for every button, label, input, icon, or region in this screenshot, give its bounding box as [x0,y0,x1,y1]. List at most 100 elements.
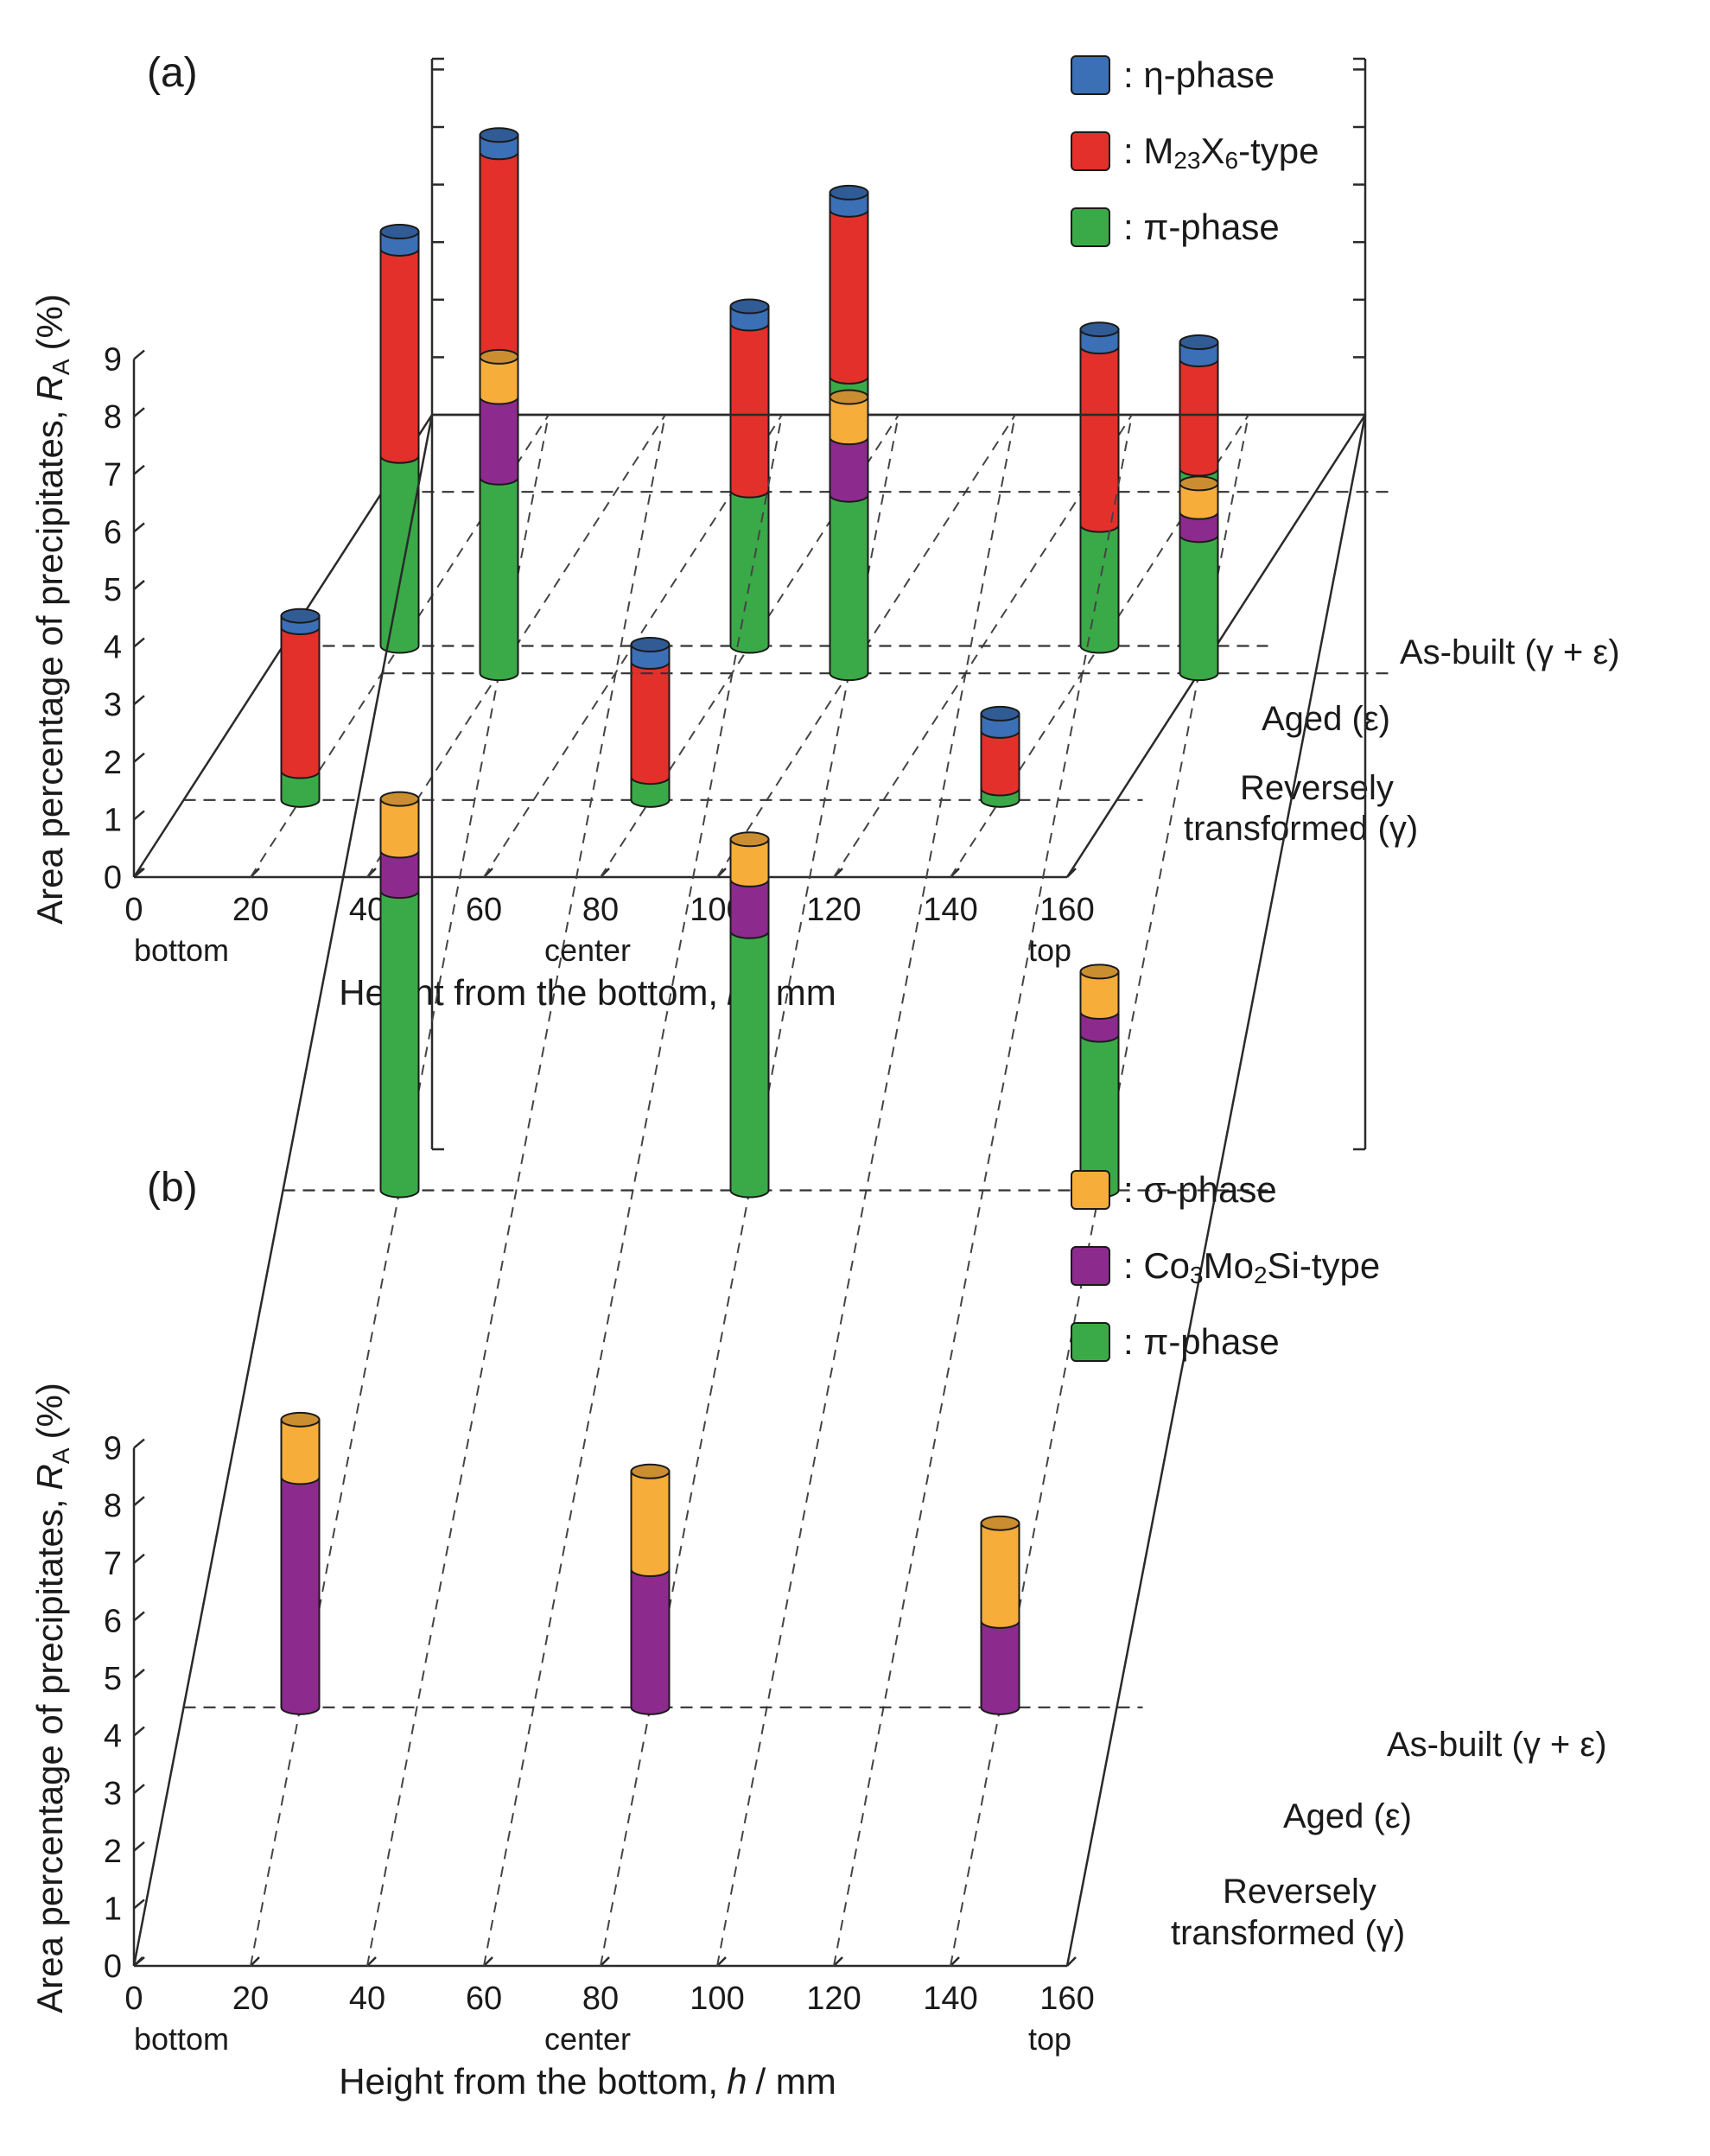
bar-segment [729,838,770,887]
bar-top-cap [1079,964,1120,980]
bar-top-cap [479,127,519,143]
x-tick [133,868,143,878]
legend-item: : σ-phase [1071,1169,1277,1210]
bar-stack [1179,475,1219,682]
bar-top-cap [280,607,321,624]
condition-label-as-built: As-built (γ + ε) [1400,633,1620,671]
y-tick [133,810,145,821]
x-tick [950,1956,960,1967]
y-tick [133,580,145,590]
legend-label: : η-phase [1123,54,1275,95]
bar-segment [379,247,420,464]
x-tick-label: 20 [232,892,269,928]
bar-segment [280,1418,321,1485]
x-tick-label: 160 [1039,892,1094,928]
bar-top-cap [379,223,420,239]
y-tick-label: 3 [104,1776,122,1812]
condition-label-reversely: Reversely [1223,1873,1376,1911]
y-tick-label: 6 [104,514,122,550]
y-tick [133,752,145,763]
x-tick-label: 120 [806,1981,861,2017]
bar-stack [980,705,1020,808]
x-tick-label: 80 [582,892,619,928]
x-tick [250,1956,260,1967]
y-tick [133,1841,145,1852]
legend-label-mid: X [1200,130,1224,171]
y-tick-label: 4 [104,630,122,666]
y-tick [133,464,145,475]
bar-segment [1179,511,1219,544]
x-axis-title-symbol: h [727,2061,747,2102]
bar-stack [729,298,770,654]
bar-segment [729,878,770,939]
y-tick-label: 7 [104,457,122,493]
bar-segment [829,436,869,503]
x-tick-label: 120 [806,892,861,928]
condition-label-reversely: Reversely [1240,769,1394,807]
bar-top-cap [630,637,671,653]
bar-segment [980,729,1020,797]
position-label-bottom: bottom [134,932,229,968]
x-tick-label: 60 [466,892,502,928]
bar-top-cap [829,389,869,405]
bar-top-cap [980,705,1020,722]
bar-top-cap [829,184,869,200]
legend-label-prefix: : Co [1123,1245,1190,1286]
y-tick [133,349,145,360]
bar-segment [1179,358,1219,477]
bar-stack [630,637,671,808]
legend-label-suffix: -type [1238,130,1319,171]
y-tick-label: 7 [104,1546,122,1582]
y-axis-title: Area percentage of precipitates, RA (%) [29,294,74,925]
legend-swatch [1071,55,1110,95]
bar-segment [280,626,321,779]
condition-label-as-built: As-built (γ + ε) [1387,1726,1607,1764]
x-tick [716,1956,727,1967]
bar-segment [479,355,519,405]
legend-item: : Co3Mo2Si-type [1071,1245,1380,1288]
bar-segment [379,890,420,1199]
bar-segment [980,1619,1020,1715]
y-tick [133,407,145,418]
y-tick-label: 2 [104,1834,122,1870]
bar-stack [280,1411,321,1715]
legend-swatch [1071,131,1110,171]
bar-stack [1079,321,1120,654]
y-tick-label: 2 [104,745,122,781]
bar-segment [479,151,519,385]
condition-label-aged: Aged (ε) [1283,1797,1412,1835]
legend-label-sub: 6 [1225,147,1239,174]
x-tick [833,1956,843,1967]
bar-segment [980,1522,1020,1629]
y-tick-label: 1 [104,1891,122,1927]
y-axis-title-symbol: R [29,1464,70,1490]
bar-segment [630,660,671,785]
y-tick-label: 0 [104,860,122,896]
bar-stack [980,1515,1020,1715]
legend-swatch [1071,1322,1110,1362]
legend-swatch [1071,1170,1110,1210]
y-tick-label: 9 [104,342,122,378]
y-axis-title-sub: A [48,1447,74,1464]
bar-segment [379,849,420,900]
legend-item: : M23X6-type [1071,130,1319,174]
x-axis-title: Height from the bottom,h/ mm [339,2061,836,2102]
bar-segment [1179,534,1219,682]
bar-stack [280,607,321,808]
bar-segment [829,208,869,385]
y-tick-label: 1 [104,802,122,838]
bar-segment [829,396,869,446]
x-tick-label: 40 [349,1981,385,2017]
y-tick [133,1669,145,1679]
bar-top-cap [729,831,770,848]
y-tick-label: 6 [104,1603,122,1639]
bar-segment [729,930,770,1199]
bar-segment [379,455,420,654]
x-tick [1066,868,1077,878]
y-tick-label: 8 [104,399,122,436]
bar-segment [729,322,770,499]
legend-label: : π-phase [1123,207,1280,247]
x-tick [600,1956,610,1967]
panel-label: (a) [147,50,198,96]
